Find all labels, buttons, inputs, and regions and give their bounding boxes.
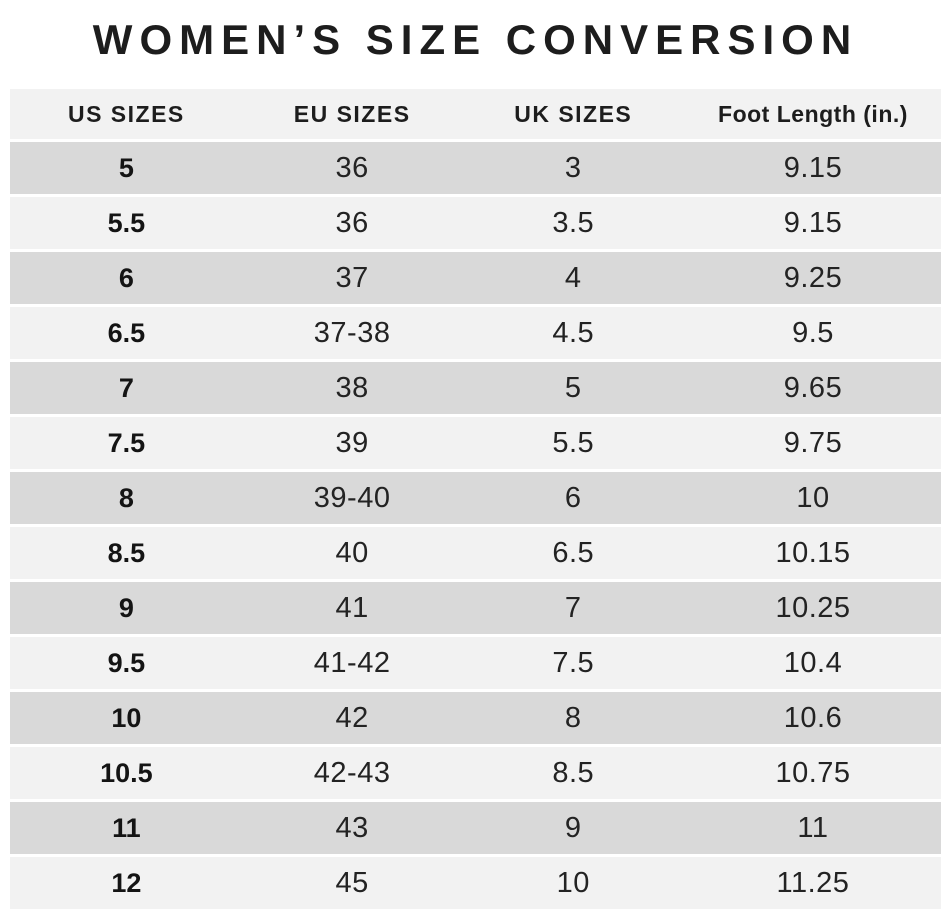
foot-length-cell: 10.6 xyxy=(783,701,843,734)
foot-length-cell: 10.75 xyxy=(775,756,851,789)
table-row: 6.5 37-38 4.5 9.5 xyxy=(10,307,941,360)
uk-size-cell: 5.5 xyxy=(552,426,595,459)
uk-size-cell: 6.5 xyxy=(552,536,595,569)
eu-size-cell: 36 xyxy=(335,151,369,184)
us-size-cell: 12 xyxy=(111,867,142,898)
eu-size-cell: 36 xyxy=(335,206,369,239)
uk-size-cell: 3 xyxy=(564,151,582,184)
size-conversion-table: US SIZES EU SIZES UK SIZES Foot Length (… xyxy=(10,86,941,912)
foot-length-cell: 10 xyxy=(796,481,830,514)
eu-size-cell: 43 xyxy=(335,811,369,844)
table-row: 9.5 41-42 7.5 10.4 xyxy=(10,637,941,690)
table-row: 5.5 36 3.5 9.15 xyxy=(10,197,941,250)
uk-size-cell: 10 xyxy=(556,866,590,899)
us-size-cell: 8.5 xyxy=(107,537,146,568)
foot-length-cell: 9.25 xyxy=(783,261,843,294)
table-row: 8 39-40 6 10 xyxy=(10,472,941,525)
us-size-cell: 5.5 xyxy=(107,207,146,238)
table-row: 7 38 5 9.65 xyxy=(10,362,941,415)
us-size-cell: 6 xyxy=(118,262,134,293)
foot-length-cell: 11 xyxy=(797,811,829,844)
uk-size-cell: 6 xyxy=(564,481,582,514)
eu-size-cell: 45 xyxy=(335,866,369,899)
uk-size-cell: 3.5 xyxy=(552,206,595,239)
uk-size-cell: 9 xyxy=(564,811,582,844)
column-header-uk-sizes: UK SIZES xyxy=(514,100,633,127)
eu-size-cell: 42-43 xyxy=(313,756,391,789)
header-row: US SIZES EU SIZES UK SIZES Foot Length (… xyxy=(10,89,941,140)
us-size-cell: 9.5 xyxy=(107,647,146,678)
table-row: 5 36 3 9.15 xyxy=(10,142,941,195)
eu-size-cell: 39-40 xyxy=(313,481,391,514)
eu-size-cell: 37-38 xyxy=(313,316,391,349)
foot-length-cell: 10.15 xyxy=(775,536,851,569)
foot-length-cell: 9.75 xyxy=(783,426,843,459)
uk-size-cell: 5 xyxy=(564,371,582,404)
foot-length-cell: 9.15 xyxy=(783,151,843,184)
uk-size-cell: 4 xyxy=(564,261,582,294)
uk-size-cell: 4.5 xyxy=(552,316,595,349)
us-size-cell: 7 xyxy=(118,372,134,403)
uk-size-cell: 8 xyxy=(564,701,582,734)
column-header-eu-sizes: EU SIZES xyxy=(293,100,411,127)
table-row: 10.5 42-43 8.5 10.75 xyxy=(10,747,941,800)
foot-length-cell: 9.5 xyxy=(792,316,834,349)
column-header-foot-length: Foot Length (in.) xyxy=(718,100,908,127)
us-size-cell: 8 xyxy=(118,482,134,513)
us-size-cell: 5 xyxy=(118,152,134,183)
column-header-us-sizes: US SIZES xyxy=(67,100,185,127)
us-size-cell: 10.5 xyxy=(100,757,153,788)
table-row: 12 45 10 11.25 xyxy=(10,857,941,910)
uk-size-cell: 7.5 xyxy=(552,646,595,679)
uk-size-cell: 8.5 xyxy=(552,756,595,789)
eu-size-cell: 38 xyxy=(335,371,369,404)
eu-size-cell: 42 xyxy=(335,701,369,734)
foot-length-cell: 11.25 xyxy=(776,866,850,899)
us-size-cell: 10 xyxy=(111,702,142,733)
us-size-cell: 7.5 xyxy=(107,427,146,458)
table-row: 9 41 7 10.25 xyxy=(10,582,941,635)
us-size-cell: 9 xyxy=(118,592,134,623)
page-title: WOMEN’S SIZE CONVERSION xyxy=(92,16,859,63)
table-row: 7.5 39 5.5 9.75 xyxy=(10,417,941,470)
eu-size-cell: 39 xyxy=(335,426,369,459)
table-row: 11 43 9 11 xyxy=(10,802,941,855)
table-row: 10 42 8 10.6 xyxy=(10,692,941,745)
us-size-cell: 6.5 xyxy=(107,317,146,348)
foot-length-cell: 9.15 xyxy=(783,206,843,239)
foot-length-cell: 9.65 xyxy=(783,371,843,404)
eu-size-cell: 37 xyxy=(335,261,369,294)
uk-size-cell: 7 xyxy=(564,591,582,624)
table-row: 8.5 40 6.5 10.15 xyxy=(10,527,941,580)
eu-size-cell: 40 xyxy=(335,536,369,569)
eu-size-cell: 41 xyxy=(335,591,369,624)
foot-length-cell: 10.25 xyxy=(775,591,851,624)
eu-size-cell: 41-42 xyxy=(313,646,391,679)
table-row: 6 37 4 9.25 xyxy=(10,252,941,305)
foot-length-cell: 10.4 xyxy=(783,646,843,679)
us-size-cell: 11 xyxy=(112,812,141,843)
